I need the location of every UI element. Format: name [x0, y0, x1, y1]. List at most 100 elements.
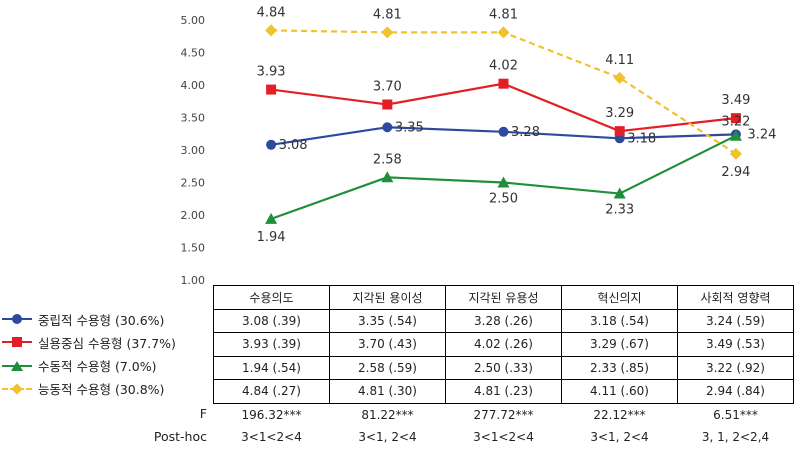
data-table: 수용의도 지각된 용이성 지각된 유용성 혁신의지 사회적 영향력 3.08 (.39) 3…: [213, 285, 794, 449]
data-point-3: [381, 26, 394, 39]
table-cell: 사회적 영향력: [677, 285, 794, 310]
legend-item: 중립적 수용형 (30.6%): [0, 308, 213, 330]
data-point-2: [265, 212, 278, 224]
table-cell: 3<1<2<4: [473, 430, 534, 445]
y-tick-label: 1.50: [181, 242, 206, 255]
data-label: 3.22: [721, 115, 750, 130]
table-cell: 2.50 (.33): [445, 355, 562, 380]
data-point-0: [382, 122, 393, 133]
table-cell: 4.81 (.23): [445, 379, 562, 404]
data-label: 2.58: [373, 152, 402, 167]
table-cell: 3.22 (.92): [677, 355, 794, 380]
stats-row: 196.32*** 81.22*** 277.72*** 22.12*** 6.51**…: [213, 402, 794, 426]
table-cell: 3, 1, 2<2,4: [701, 430, 770, 445]
data-label: 3.35: [395, 120, 424, 135]
data-label: 3.18: [627, 131, 656, 146]
legend-marker-icon: [0, 335, 34, 349]
table-cell: 277.72***: [445, 402, 562, 426]
data-point-0: [266, 139, 277, 150]
data-point-1: [498, 78, 509, 89]
legend-label: 능동적 수용형 (30.8%): [38, 382, 165, 398]
data-label: 2.50: [489, 192, 518, 207]
legend-label: 수동적 수용형 (7.0%): [38, 359, 157, 375]
table-cell: 혁신의지: [561, 285, 678, 310]
data-label: 3.29: [605, 106, 634, 121]
data-label: 2.94: [721, 165, 750, 180]
data-point-3: [497, 26, 510, 39]
table-cell: 수용의도: [213, 285, 330, 310]
table-cell: 22.12***: [561, 402, 678, 426]
line-chart: 1.00 1.50 2.00 2.50 3.00 3.50 4.00 4.50 5.00 3.08…: [181, 5, 777, 287]
data-label: 4.81: [373, 7, 402, 22]
data-label: 3.93: [257, 65, 286, 80]
data-point-3: [265, 24, 278, 37]
data-point-2: [613, 187, 626, 199]
data-label: 4.11: [605, 53, 634, 68]
table-cell: 3<1, 2<4: [590, 430, 649, 445]
stat-label: F: [199, 406, 207, 421]
data-point-1: [730, 113, 741, 124]
legend-item: 실용중심 수용형 (37.7%): [0, 331, 213, 353]
data-label: 4.84: [257, 5, 286, 20]
legend-label: 실용중심 수용형 (37.7%): [38, 335, 176, 351]
legend-item: 능동적 수용형 (30.8%): [0, 378, 213, 400]
y-tick-label: 3.00: [181, 144, 206, 157]
table-cell: 196.32***: [213, 402, 330, 426]
table-cell: 지각된 용이성: [329, 285, 446, 310]
data-label: 4.81: [489, 7, 518, 22]
data-label: 3.70: [373, 80, 402, 95]
table-cell: 4.81 (.30): [329, 379, 446, 404]
data-point-3: [729, 147, 742, 160]
legend-label: 중립적 수용형 (30.6%): [38, 312, 165, 328]
table-row: 4.84 (.27) 4.81 (.30) 4.81 (.23) 4.11 (.60)…: [213, 379, 794, 404]
table-cell: 지각된 유용성: [445, 285, 562, 310]
data-point-2: [497, 176, 510, 188]
table-cell: 3.18 (.54): [561, 308, 678, 333]
data-label: 3.08: [279, 138, 308, 153]
y-tick-label: 4.50: [181, 47, 206, 60]
data-label: 3.49: [721, 93, 750, 108]
table-header-row: 수용의도 지각된 용이성 지각된 유용성 혁신의지 사회적 영향력: [213, 285, 794, 310]
data-label: 3.24: [747, 127, 776, 142]
table-cell: 81.22***: [329, 402, 446, 426]
y-tick-label: 1.00: [181, 274, 206, 287]
table-cell: 3.49 (.53): [677, 332, 794, 357]
table-cell: 6.51***: [677, 402, 794, 426]
legend-marker-icon: [0, 382, 34, 396]
table-cell: 3.08 (.39): [213, 308, 330, 333]
table-cell: 3<1<2<4: [241, 430, 302, 445]
table-row: 1.94 (.54) 2.58 (.59) 2.50 (.33) 2.33 (.85)…: [213, 355, 794, 380]
table-row: 3.08 (.39) 3.35 (.54) 3.28 (.26) 3.18 (.54)…: [213, 308, 794, 333]
legend-item: 수동적 수용형 (7.0%): [0, 355, 213, 377]
table-cell: 3.24 (.59): [677, 308, 794, 333]
table-cell: 4.84 (.27): [213, 379, 330, 404]
data-label: 1.94: [257, 230, 286, 245]
legend-marker-icon: [0, 359, 34, 373]
table-cell: 4.11 (.60): [561, 379, 678, 404]
table-cell: 3.93 (.39): [213, 332, 330, 357]
data-point-0: [498, 126, 509, 137]
y-tick-label: 4.00: [181, 79, 206, 92]
data-label: 4.02: [489, 59, 518, 74]
table-cell: 4.02 (.26): [445, 332, 562, 357]
data-point-2: [381, 171, 394, 183]
data-point-3: [613, 71, 626, 84]
stats-row: 3<1<2<4 3<1, 2<4 3<1<2<4 3<1, 2<4 3, 1, 2<2,…: [214, 426, 794, 449]
y-tick-label: 2.50: [181, 177, 206, 190]
data-point-1: [382, 99, 393, 110]
table-cell: 3<1, 2<4: [358, 430, 417, 445]
data-point-2: [729, 129, 742, 141]
table-cell: 2.33 (.85): [561, 355, 678, 380]
data-label: 3.28: [511, 125, 540, 140]
data-point-1: [614, 126, 625, 137]
data-label: 2.33: [605, 203, 634, 218]
data-point-1: [266, 84, 277, 95]
table-cell: 3.35 (.54): [329, 308, 446, 333]
legend-marker-icon: [0, 312, 34, 326]
table-cell: 3.70 (.43): [329, 332, 446, 357]
table-cell: 2.58 (.59): [329, 355, 446, 380]
table-cell: 3.29 (.67): [561, 332, 678, 357]
table-cell: 3.28 (.26): [445, 308, 562, 333]
table-cell: 1.94 (.54): [213, 355, 330, 380]
y-tick-label: 3.50: [181, 112, 206, 125]
